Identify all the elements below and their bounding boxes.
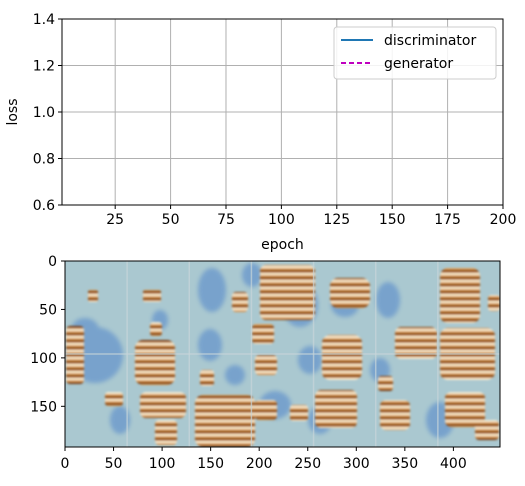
loss-y-tick-label: 1.0	[33, 105, 55, 121]
loss-x-tick-label: 100	[268, 212, 295, 228]
image-x-tick-label: 100	[149, 456, 176, 472]
image-x-tick-label: 250	[294, 456, 321, 472]
loss-plot: 25 50 75 100 125 150 175 200 0.6 0.8 1.0 1.2 1.4 ep…	[5, 12, 516, 253]
image-y-ticks: 0 50 100 150	[30, 254, 65, 415]
image-y-tick-label: 100	[30, 351, 57, 367]
image-x-tick-label: 400	[440, 456, 467, 472]
image-brown-blobs	[66, 265, 500, 447]
legend-label-generator: generator	[384, 56, 453, 72]
legend-label-discriminator: discriminator	[384, 33, 476, 49]
loss-y-tick-label: 1.2	[33, 59, 55, 75]
loss-x-tick-label: 25	[106, 212, 124, 228]
image-x-tick-label: 150	[197, 456, 224, 472]
loss-x-tick-label: 75	[217, 212, 235, 228]
loss-y-label: loss	[5, 98, 21, 125]
legend-box	[333, 26, 497, 80]
loss-x-tick-label: 50	[162, 212, 180, 228]
legend: discriminator generator	[333, 26, 497, 80]
image-x-ticks: 0 50 100 150 200 250 300 350 400	[61, 447, 467, 472]
image-y-tick-label: 0	[48, 254, 57, 270]
loss-y-tick-label: 0.8	[33, 152, 55, 168]
image-x-tick-label: 0	[61, 456, 70, 472]
generated-image-plot: 0 50 100 150 200 250 300 350 400 0 50 100 150	[30, 254, 501, 472]
image-x-tick-label: 300	[343, 456, 370, 472]
loss-x-ticks: 25 50 75 100 125 150 175 200	[106, 205, 516, 228]
loss-x-tick-label: 125	[323, 212, 350, 228]
loss-x-tick-label: 200	[490, 212, 517, 228]
image-y-tick-label: 150	[30, 399, 57, 415]
image-x-tick-label: 350	[391, 456, 418, 472]
loss-x-tick-label: 150	[379, 212, 406, 228]
image-x-tick-label: 50	[105, 456, 123, 472]
loss-x-label: epoch	[261, 237, 304, 253]
image-x-tick-label: 200	[246, 456, 273, 472]
loss-y-tick-label: 1.4	[33, 12, 55, 28]
loss-y-tick-label: 0.6	[33, 198, 55, 214]
loss-y-ticks: 0.6 0.8 1.0 1.2 1.4	[33, 12, 62, 214]
loss-x-tick-label: 175	[434, 212, 461, 228]
image-frame	[64, 260, 501, 448]
image-y-tick-label: 50	[39, 302, 57, 318]
image-tile-grid	[65, 261, 500, 447]
